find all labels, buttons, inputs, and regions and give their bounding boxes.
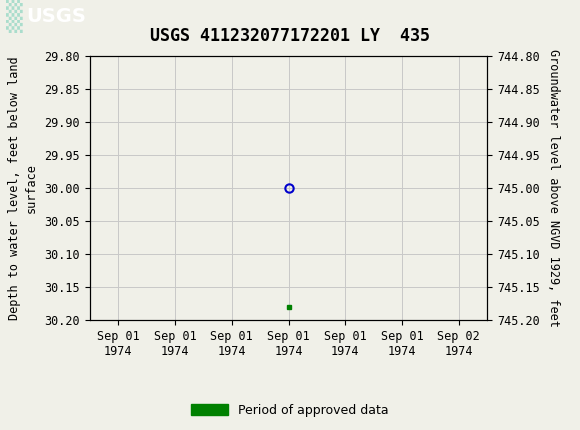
Text: ▒: ▒ — [6, 0, 23, 33]
Y-axis label: Depth to water level, feet below land
surface: Depth to water level, feet below land su… — [8, 56, 38, 320]
Y-axis label: Groundwater level above NGVD 1929, feet: Groundwater level above NGVD 1929, feet — [546, 49, 560, 327]
Text: USGS: USGS — [26, 6, 86, 26]
Legend: Period of approved data: Period of approved data — [186, 399, 394, 421]
Text: USGS 411232077172201 LY  435: USGS 411232077172201 LY 435 — [150, 27, 430, 45]
